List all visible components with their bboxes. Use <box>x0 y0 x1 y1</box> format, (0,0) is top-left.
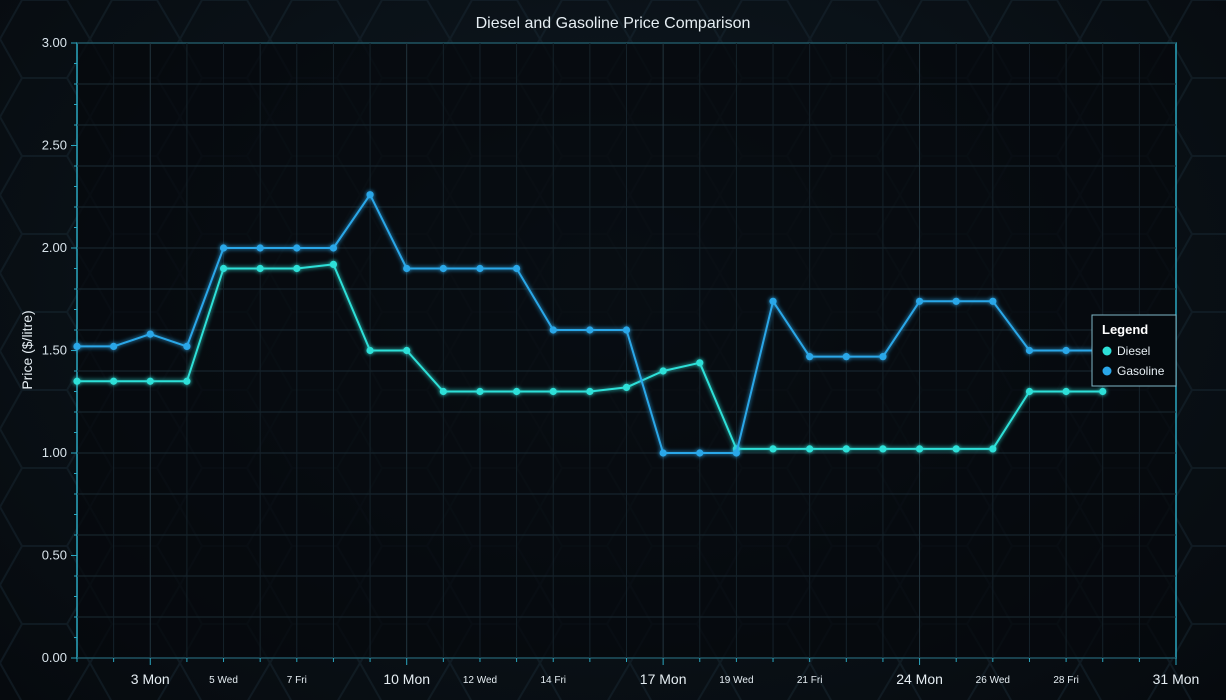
y-tick-label: 3.00 <box>42 35 67 50</box>
x-tick-label-minor: 14 Fri <box>540 675 566 686</box>
data-point-diesel <box>586 387 594 396</box>
x-tick-label-major: 17 Mon <box>640 671 687 687</box>
data-point-diesel <box>146 377 154 385</box>
legend-label-gasoline: Gasoline <box>1117 364 1165 378</box>
data-point-gasoline <box>952 297 960 305</box>
data-point-gasoline <box>915 297 924 305</box>
data-point-gasoline <box>622 326 631 334</box>
data-point-diesel <box>476 387 484 396</box>
data-point-gasoline <box>586 326 594 334</box>
data-point-diesel <box>806 445 814 453</box>
data-point-gasoline <box>293 244 301 252</box>
series-gasoline <box>73 191 1107 457</box>
data-point-gasoline <box>1062 346 1070 355</box>
data-point-diesel <box>219 264 228 273</box>
data-point-gasoline <box>439 264 447 273</box>
data-point-diesel <box>1099 387 1107 396</box>
data-point-diesel <box>1062 387 1070 396</box>
y-tick-label: 0.00 <box>42 650 67 665</box>
data-point-gasoline <box>256 244 264 252</box>
x-tick-label-major: 24 Mon <box>896 671 943 687</box>
data-point-diesel <box>293 264 301 273</box>
x-tick-label-major: 31 Mon <box>1153 671 1200 687</box>
data-point-gasoline <box>366 191 374 199</box>
legend-title: Legend <box>1102 322 1148 337</box>
data-point-gasoline <box>110 342 118 350</box>
x-tick-label-minor: 21 Fri <box>797 675 823 686</box>
data-point-diesel <box>952 445 960 453</box>
data-point-diesel <box>696 359 704 367</box>
data-point-diesel <box>513 387 521 396</box>
y-tick-label: 1.50 <box>42 343 67 358</box>
data-point-diesel <box>842 445 850 453</box>
data-point-gasoline <box>806 353 814 361</box>
y-tick-label: 2.00 <box>42 240 67 255</box>
x-tick-label-minor: 5 Wed <box>209 675 238 686</box>
data-point-diesel <box>366 346 374 355</box>
data-point-diesel <box>183 377 191 385</box>
data-point-gasoline <box>659 449 667 457</box>
x-tick-label-minor: 7 Fri <box>287 675 307 686</box>
y-axis-label: Price ($/litre) <box>19 310 35 389</box>
data-point-diesel <box>549 387 557 396</box>
data-point-diesel <box>915 445 924 453</box>
x-tick-label-minor: 19 Wed <box>719 675 753 686</box>
legend-marker-diesel <box>1102 346 1112 356</box>
data-point-gasoline <box>73 342 81 350</box>
y-tick-label: 0.50 <box>42 548 67 563</box>
data-point-diesel <box>73 377 81 385</box>
data-point-gasoline <box>989 297 997 305</box>
legend-marker-gasoline <box>1102 366 1112 376</box>
data-point-gasoline <box>1025 346 1034 355</box>
data-point-gasoline <box>696 449 704 457</box>
data-point-diesel <box>622 383 631 391</box>
chart-title: Diesel and Gasoline Price Comparison <box>476 15 751 32</box>
data-point-gasoline <box>146 330 154 338</box>
data-point-gasoline <box>476 264 484 273</box>
data-point-gasoline <box>842 353 850 361</box>
y-tick-label: 2.50 <box>42 138 67 153</box>
axes: 0.00 0.50 1.00 1.50 2.00 2.50 3.00 3 Mon 10 Mon 1… <box>42 35 1200 687</box>
data-point-diesel <box>659 367 667 375</box>
data-point-diesel <box>403 346 411 355</box>
data-point-gasoline <box>329 244 338 252</box>
data-point-diesel <box>256 264 264 273</box>
legend: Legend Diesel Gasoline <box>1091 314 1177 387</box>
data-point-gasoline <box>513 264 521 273</box>
data-point-gasoline <box>219 244 228 252</box>
data-point-diesel <box>879 445 887 453</box>
x-tick-label-minor: 12 Wed <box>463 675 497 686</box>
data-point-gasoline <box>732 449 741 457</box>
x-tick-label-major: 3 Mon <box>131 671 170 687</box>
x-tick-label-major: 10 Mon <box>383 671 430 687</box>
x-tick-label-minor: 26 Wed <box>976 675 1010 686</box>
data-point-gasoline <box>879 353 887 361</box>
data-point-gasoline <box>769 297 777 305</box>
data-point-diesel <box>110 377 118 385</box>
y-tick-label: 1.00 <box>42 445 67 460</box>
series-diesel <box>73 260 1107 453</box>
data-point-diesel <box>1025 387 1034 396</box>
data-point-gasoline <box>183 342 191 350</box>
x-tick-label-minor: 28 Fri <box>1053 675 1079 686</box>
data-point-diesel <box>439 387 447 396</box>
data-point-diesel <box>329 260 338 268</box>
data-point-gasoline <box>403 264 411 273</box>
series-group <box>73 191 1107 457</box>
data-point-diesel <box>989 445 997 453</box>
legend-label-diesel: Diesel <box>1117 344 1150 358</box>
data-point-gasoline <box>549 326 557 334</box>
data-point-diesel <box>769 445 777 453</box>
